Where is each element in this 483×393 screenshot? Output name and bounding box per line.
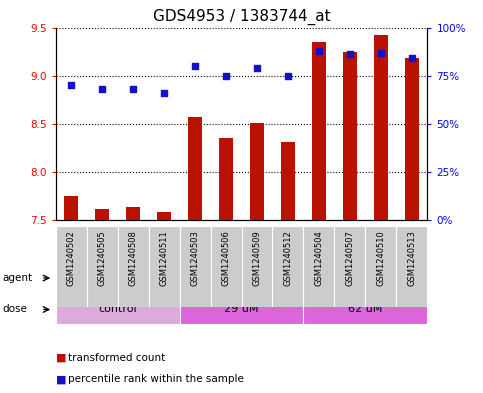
Text: GSM1240513: GSM1240513 [408, 230, 416, 286]
Bar [250, 123, 264, 220]
Text: GSM1240502: GSM1240502 [67, 230, 75, 286]
Bar [117, 226, 149, 307]
Text: cobalt chloride: cobalt chloride [262, 273, 345, 283]
Point [67, 82, 75, 88]
Title: GDS4953 / 1383744_at: GDS4953 / 1383744_at [153, 9, 330, 25]
Bar [180, 226, 211, 307]
Bar [405, 58, 419, 220]
Point [160, 90, 168, 96]
Bar [272, 226, 303, 307]
Text: GSM1240510: GSM1240510 [376, 230, 385, 286]
Bar [188, 117, 202, 220]
Bar [180, 263, 427, 293]
Text: GSM1240509: GSM1240509 [253, 230, 261, 286]
Text: 62 uM: 62 uM [348, 305, 383, 314]
Bar [211, 226, 242, 307]
Text: 29 uM: 29 uM [224, 305, 259, 314]
Bar [334, 226, 366, 307]
Bar [397, 226, 427, 307]
Bar [86, 226, 117, 307]
Point [284, 72, 292, 79]
Text: GSM1240505: GSM1240505 [98, 230, 107, 286]
Text: ■: ■ [56, 353, 70, 363]
Point [191, 63, 199, 69]
Bar [374, 35, 388, 220]
Text: GSM1240512: GSM1240512 [284, 230, 293, 286]
Bar [242, 226, 272, 307]
Text: untreated: untreated [90, 273, 145, 283]
Bar [56, 295, 180, 324]
Point [315, 48, 323, 54]
Bar [56, 226, 86, 307]
Text: transformed count: transformed count [68, 353, 165, 363]
Bar [343, 51, 357, 220]
Text: ■: ■ [56, 374, 70, 384]
Point [222, 72, 230, 79]
Point [253, 65, 261, 71]
Bar [95, 209, 109, 220]
Bar [303, 226, 334, 307]
Bar [180, 295, 303, 324]
Bar [64, 196, 78, 220]
Point [346, 51, 354, 58]
Point [129, 86, 137, 92]
Bar [149, 226, 180, 307]
Text: GSM1240504: GSM1240504 [314, 230, 324, 286]
Point [408, 55, 416, 61]
Bar [219, 138, 233, 220]
Text: GSM1240508: GSM1240508 [128, 230, 138, 286]
Bar [56, 263, 180, 293]
Bar [312, 42, 326, 220]
Text: percentile rank within the sample: percentile rank within the sample [68, 374, 243, 384]
Text: GSM1240503: GSM1240503 [190, 230, 199, 286]
Text: dose: dose [2, 305, 28, 314]
Bar [366, 226, 397, 307]
Bar [157, 212, 171, 220]
Text: GSM1240511: GSM1240511 [159, 230, 169, 286]
Point [377, 50, 385, 56]
Text: GSM1240507: GSM1240507 [345, 230, 355, 286]
Text: control: control [98, 305, 137, 314]
Bar [281, 142, 295, 220]
Bar [126, 207, 140, 220]
Bar [303, 295, 427, 324]
Point [98, 86, 106, 92]
Text: GSM1240506: GSM1240506 [222, 230, 230, 286]
Text: agent: agent [2, 273, 32, 283]
